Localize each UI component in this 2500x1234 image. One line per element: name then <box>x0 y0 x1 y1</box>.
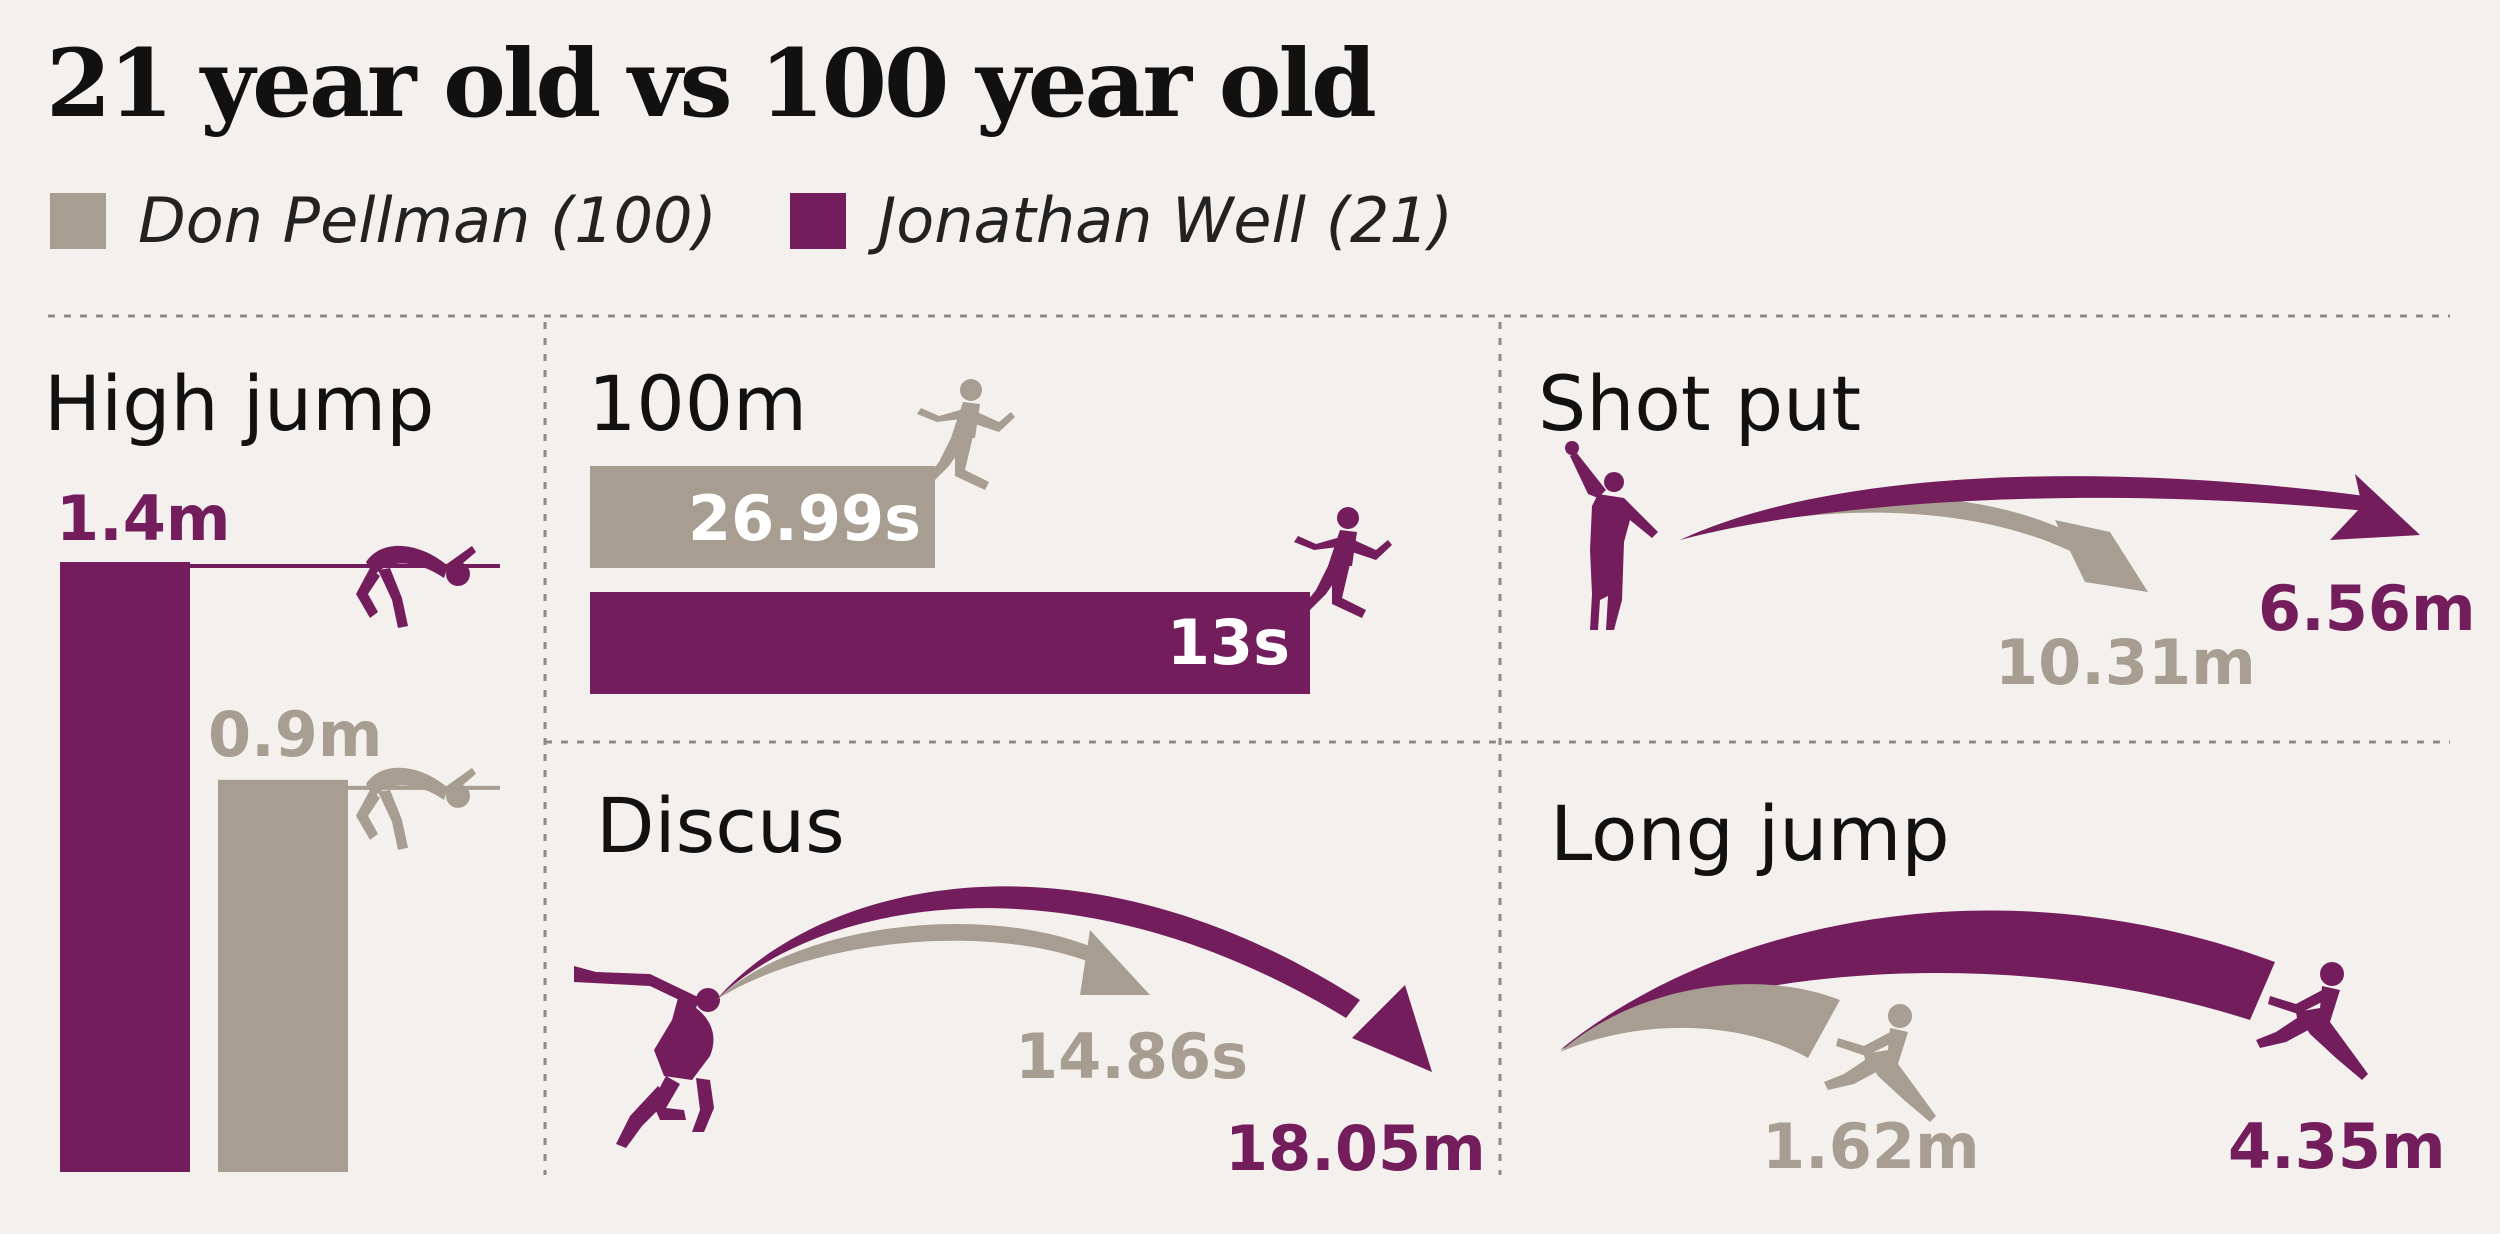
panel-title: 100m <box>588 359 807 448</box>
panel-discus: Discus 14.86s 18.05m <box>574 781 1486 1185</box>
page-title: 21 year old vs 100 year old <box>46 29 1377 139</box>
panel-shot-put: Shot put 10.31m 6.56m <box>1538 359 2476 699</box>
arrowhead-old <box>1080 930 1150 995</box>
sprinter-young-icon <box>1294 507 1392 618</box>
legend-label: Don Pellman (100) <box>138 184 717 257</box>
bar-young <box>590 592 1310 694</box>
arc-young <box>1680 476 2380 540</box>
bar-old <box>218 779 348 1172</box>
arc-old <box>716 923 1110 1000</box>
panel-separators <box>48 314 2450 1175</box>
arc-young <box>716 886 1360 1018</box>
arc-young <box>1560 910 2275 1050</box>
long-jumper-old-icon <box>1824 1004 1936 1122</box>
arc-old <box>1560 984 1840 1058</box>
arrowhead-young <box>1352 985 1432 1072</box>
value-label-young: 1.4m <box>56 482 230 555</box>
legend-item-jonathan-well: Jonathan Well (21) <box>790 190 1453 252</box>
value-label-old: 14.86s <box>1015 1020 1248 1093</box>
arrowhead-young <box>2330 474 2420 540</box>
panel-title: Long jump <box>1550 789 1950 878</box>
legend-swatch-old <box>50 193 106 249</box>
sprinter-old-icon <box>917 379 1015 490</box>
value-label-young: 13s <box>1167 606 1290 679</box>
panel-high-jump: High jump 1.4m 0.9m <box>44 359 500 1172</box>
value-label-old: 1.62m <box>1762 1110 1980 1183</box>
legend-item-don-pellman: Don Pellman (100) <box>50 190 717 252</box>
high-jumper-old-icon <box>356 767 476 850</box>
discus-thrower-icon <box>574 966 720 1148</box>
panel-100m: 100m 26.99s 13s <box>588 359 1392 694</box>
bar-old <box>590 466 935 568</box>
arrowhead-old <box>2055 520 2148 592</box>
value-label-old: 0.9m <box>208 698 382 771</box>
shot-putter-icon <box>1565 441 1658 630</box>
panel-title: Discus <box>596 781 845 870</box>
long-jumper-young-icon <box>2256 962 2368 1080</box>
value-label-young: 4.35m <box>2228 1110 2446 1183</box>
panel-title: High jump <box>44 359 434 448</box>
value-label-old: 26.99s <box>688 482 921 555</box>
legend-swatch-young <box>790 193 846 249</box>
panel-title: Shot put <box>1538 359 1861 448</box>
bar-young <box>60 562 190 1172</box>
value-label-old: 10.31m <box>1995 626 2256 699</box>
high-jumper-young-icon <box>356 545 476 628</box>
arc-old <box>1680 496 2110 566</box>
legend-label: Jonathan Well (21) <box>878 184 1453 257</box>
value-label-young: 6.56m <box>2258 572 2476 645</box>
value-label-young: 18.05m <box>1225 1112 1486 1185</box>
panel-long-jump: Long jump 1.62m 4.35m <box>1550 789 2446 1183</box>
